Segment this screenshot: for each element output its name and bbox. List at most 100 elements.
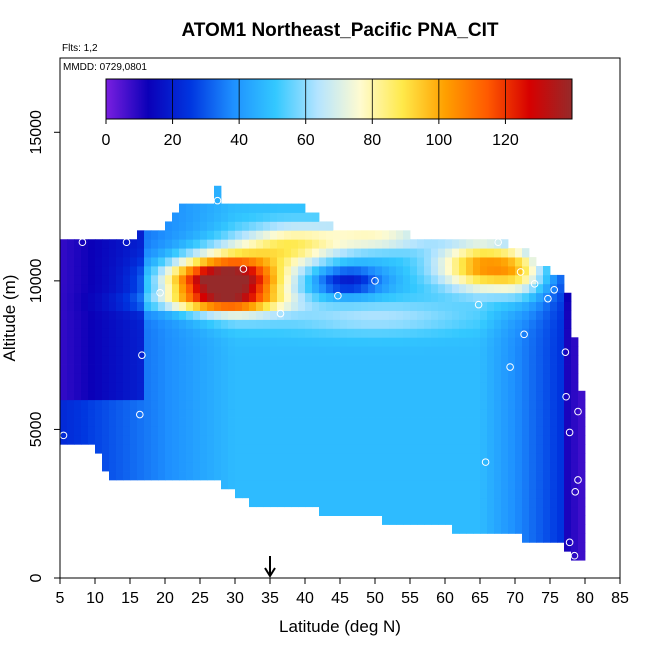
heatmap-cell	[389, 390, 397, 401]
heatmap-cell	[501, 257, 509, 267]
heatmap-cell	[165, 355, 173, 365]
heatmap-cell	[186, 248, 194, 258]
heatmap-cell	[130, 301, 138, 311]
heatmap-cell	[557, 488, 565, 499]
heatmap-cell	[263, 283, 271, 294]
colorbar-tick-label: 80	[363, 132, 381, 149]
heatmap-cell	[473, 408, 481, 418]
heatmap-cell	[207, 346, 215, 356]
heatmap-cell	[298, 453, 306, 463]
heatmap-cell	[186, 426, 194, 436]
heatmap-cell	[305, 444, 313, 454]
heatmap-cell	[228, 283, 236, 294]
heatmap-cell	[88, 257, 96, 267]
heatmap-cell	[256, 408, 264, 418]
heatmap-cell	[200, 283, 208, 294]
heatmap-cell	[116, 462, 124, 472]
heatmap-cell	[312, 346, 320, 356]
heatmap-cell	[151, 399, 159, 410]
heatmap-cell	[515, 337, 523, 347]
heatmap-cell	[522, 488, 530, 499]
heatmap-cell	[284, 390, 292, 401]
heatmap-cell	[298, 310, 306, 320]
heatmap-cell	[67, 435, 75, 445]
heatmap-cell	[508, 292, 516, 303]
heatmap-cell	[438, 346, 446, 356]
heatmap-cell	[424, 248, 432, 258]
heatmap-cell	[508, 515, 516, 525]
heatmap-cell	[487, 274, 495, 285]
heatmap-cell	[382, 471, 390, 481]
heatmap-cell	[501, 390, 509, 401]
heatmap-cell	[228, 390, 236, 401]
heatmap-cell	[431, 346, 439, 356]
heatmap-cell	[361, 444, 369, 454]
heatmap-cell	[207, 230, 215, 240]
heatmap-cell	[382, 479, 390, 490]
heatmap-cell	[515, 292, 523, 303]
heatmap-cell	[305, 355, 313, 365]
heatmap-cell	[158, 283, 166, 294]
heatmap-cell	[312, 408, 320, 418]
heatmap-cell	[277, 471, 285, 481]
heatmap-cell	[291, 292, 299, 303]
heatmap-cell	[417, 292, 425, 303]
heatmap-cell	[228, 408, 236, 418]
heatmap-cell	[88, 301, 96, 311]
heatmap-cell	[361, 435, 369, 445]
heatmap-cell	[130, 408, 138, 418]
heatmap-cell	[263, 248, 271, 258]
heatmap-cell	[305, 497, 313, 508]
heatmap-cell	[270, 328, 278, 338]
heatmap-cell	[494, 506, 502, 516]
heatmap-cell	[158, 471, 166, 481]
heatmap-cell	[354, 257, 362, 267]
heatmap-cell	[459, 257, 467, 267]
heatmap-cell	[81, 319, 89, 329]
heatmap-cell	[508, 471, 516, 481]
heatmap-cell	[396, 444, 404, 454]
heatmap-cell	[522, 497, 530, 508]
heatmap-cell	[193, 203, 201, 213]
heatmap-cell	[445, 462, 453, 472]
heatmap-cell	[389, 292, 397, 303]
heatmap-cell	[550, 337, 558, 347]
heatmap-cell	[102, 239, 110, 249]
heatmap-cell	[375, 364, 383, 374]
heatmap-cell	[459, 319, 467, 329]
heatmap-cell	[242, 283, 250, 294]
heatmap-cell	[347, 248, 355, 258]
heatmap-cell	[60, 283, 68, 294]
heatmap-cell	[88, 346, 96, 356]
heatmap-cell	[501, 319, 509, 329]
heatmap-cell	[501, 274, 509, 285]
heatmap-cell	[270, 310, 278, 320]
heatmap-cell	[375, 292, 383, 303]
heatmap-cell	[60, 337, 68, 347]
heatmap-cell	[312, 230, 320, 240]
heatmap-cell	[431, 515, 439, 525]
x-tick-label: 65	[471, 590, 489, 607]
heatmap-cell	[263, 408, 271, 418]
heatmap-cell	[88, 239, 96, 249]
heatmap-cell	[123, 292, 131, 303]
heatmap-cell	[172, 453, 180, 463]
heatmap-cell	[368, 319, 376, 329]
heatmap-cell	[270, 462, 278, 472]
heatmap-cell	[158, 274, 166, 285]
heatmap-cell	[389, 257, 397, 267]
heatmap-cell	[81, 266, 89, 276]
heatmap-cell	[235, 399, 243, 410]
heatmap-cell	[235, 364, 243, 374]
heatmap-cell	[452, 355, 460, 365]
heatmap-cell	[501, 444, 509, 454]
heatmap-cell	[508, 497, 516, 508]
heatmap-cell	[382, 390, 390, 401]
heatmap-cell	[459, 346, 467, 356]
heatmap-cell	[354, 355, 362, 365]
heatmap-cell	[193, 301, 201, 311]
heatmap-cell	[298, 372, 306, 383]
heatmap-cell	[438, 274, 446, 285]
heatmap-cell	[102, 337, 110, 347]
heatmap-cell	[403, 230, 411, 240]
